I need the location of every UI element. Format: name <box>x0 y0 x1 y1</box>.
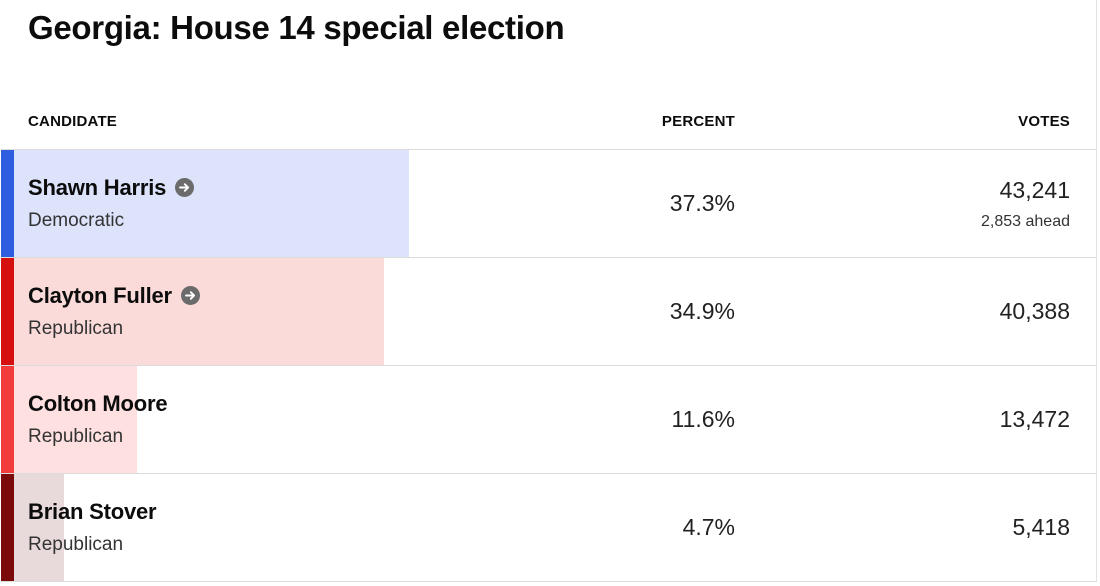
candidate-party: Republican <box>28 534 124 555</box>
candidate-row-clayton-fuller: Clayton Fuller Republican 34.9% 40,388 <box>1 258 1097 366</box>
candidate-percent: 37.3% <box>669 190 735 216</box>
candidate-votes: 40,388 <box>999 298 1070 324</box>
party-color-stripe <box>1 474 14 581</box>
candidate-name-line: Brian Stover <box>28 498 157 526</box>
arrow-right-circle-icon[interactable] <box>175 177 195 197</box>
column-header-candidate: CANDIDATE <box>28 113 118 130</box>
candidate-party: Democratic <box>28 210 125 231</box>
candidate-name[interactable]: Clayton Fuller <box>28 283 172 308</box>
candidate-name-line: Shawn Harris <box>28 174 195 202</box>
candidate-row-brian-stover: Brian Stover Republican 4.7% 5,418 <box>1 474 1097 582</box>
candidate-percent: 11.6% <box>671 406 735 432</box>
column-header-percent: PERCENT <box>661 113 735 130</box>
candidate-party: Republican <box>28 318 124 339</box>
column-header-votes: VOTES <box>1018 113 1070 130</box>
party-color-stripe <box>1 258 14 365</box>
candidate-name[interactable]: Shawn Harris <box>28 175 167 200</box>
candidate-row-shawn-harris: Shawn Harris Democratic 37.3% 43,241 2,8… <box>1 150 1097 258</box>
vote-share-bar <box>14 366 137 473</box>
candidate-votes: 5,418 <box>1012 514 1070 540</box>
arrow-right-circle-icon[interactable] <box>180 285 200 305</box>
candidate-name: Colton Moore <box>28 391 168 416</box>
candidate-votes: 13,472 <box>999 406 1070 432</box>
candidate-name-line: Colton Moore <box>28 390 168 418</box>
vote-share-bar <box>14 474 64 581</box>
vote-share-bar <box>14 258 384 365</box>
vote-share-bar <box>14 150 409 257</box>
page-title: Georgia: House 14 special election <box>28 9 565 46</box>
party-color-stripe <box>1 150 14 257</box>
candidate-row-colton-moore: Colton Moore Republican 11.6% 13,472 <box>1 366 1097 474</box>
candidate-name-line: Clayton Fuller <box>28 282 200 310</box>
candidate-percent: 34.9% <box>669 298 735 324</box>
candidate-name: Brian Stover <box>28 499 157 524</box>
vote-margin: 2,853 ahead <box>981 213 1070 230</box>
party-color-stripe <box>1 366 14 473</box>
candidate-votes: 43,241 <box>999 177 1070 203</box>
table-header: CANDIDATE PERCENT VOTES <box>1 106 1097 150</box>
candidate-party: Republican <box>28 426 124 447</box>
candidate-percent: 4.7% <box>682 514 735 540</box>
